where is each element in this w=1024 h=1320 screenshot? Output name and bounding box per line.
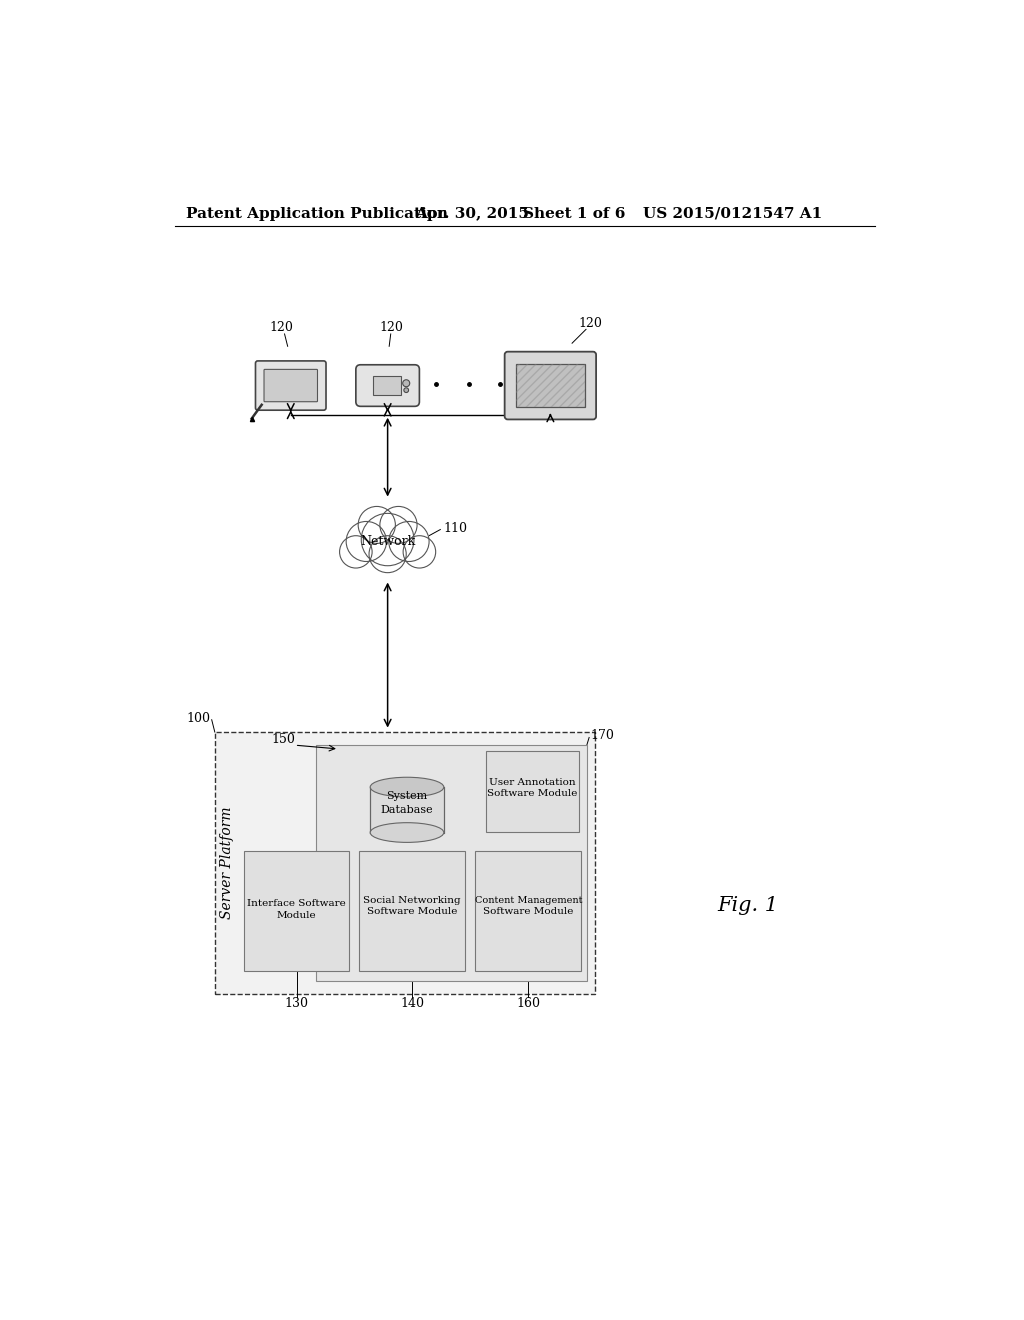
Bar — [215, 733, 595, 994]
Text: 120: 120 — [380, 321, 403, 334]
Circle shape — [403, 388, 409, 392]
Text: Server Platform: Server Platform — [220, 807, 234, 919]
Text: 170: 170 — [591, 730, 614, 742]
Circle shape — [346, 521, 386, 561]
Text: Apr. 30, 2015: Apr. 30, 2015 — [415, 207, 528, 220]
Text: Interface Software: Interface Software — [247, 899, 346, 908]
Text: 110: 110 — [443, 521, 467, 535]
FancyBboxPatch shape — [264, 370, 317, 401]
Bar — [486, 751, 579, 832]
Bar — [515, 364, 586, 407]
Text: US 2015/0121547 A1: US 2015/0121547 A1 — [643, 207, 822, 220]
Text: Module: Module — [276, 911, 316, 920]
Text: 120: 120 — [579, 317, 602, 330]
Text: Fig. 1: Fig. 1 — [718, 896, 778, 915]
Bar — [515, 364, 586, 407]
Text: 140: 140 — [400, 998, 424, 1010]
Ellipse shape — [371, 822, 443, 842]
Text: Database: Database — [381, 805, 433, 814]
Circle shape — [403, 536, 435, 568]
FancyBboxPatch shape — [255, 360, 326, 411]
Bar — [245, 851, 349, 970]
Circle shape — [380, 507, 417, 544]
Text: Patent Application Publication: Patent Application Publication — [186, 207, 449, 220]
Text: 120: 120 — [269, 321, 294, 334]
Text: 100: 100 — [186, 711, 210, 725]
Text: Software Module: Software Module — [367, 907, 458, 916]
Text: Network: Network — [360, 535, 416, 548]
FancyBboxPatch shape — [356, 364, 420, 407]
Text: 160: 160 — [516, 998, 541, 1010]
Circle shape — [389, 521, 429, 561]
Text: Sheet 1 of 6: Sheet 1 of 6 — [523, 207, 626, 220]
Ellipse shape — [371, 777, 443, 797]
Text: 150: 150 — [271, 733, 295, 746]
Circle shape — [361, 513, 414, 566]
Circle shape — [369, 536, 407, 573]
FancyBboxPatch shape — [505, 351, 596, 420]
Text: Software Module: Software Module — [487, 789, 578, 797]
Text: User Annotation: User Annotation — [489, 777, 575, 787]
Circle shape — [340, 536, 372, 568]
Text: Content Management: Content Management — [474, 896, 582, 904]
Text: Social Networking: Social Networking — [364, 896, 461, 904]
Bar — [315, 744, 587, 981]
Circle shape — [358, 507, 395, 544]
Text: 130: 130 — [285, 998, 308, 1010]
Bar — [373, 376, 400, 395]
Circle shape — [402, 380, 410, 387]
Bar — [371, 787, 443, 833]
Text: System: System — [386, 791, 428, 801]
Bar — [475, 851, 582, 970]
Text: Software Module: Software Module — [483, 907, 573, 916]
Bar — [359, 851, 465, 970]
